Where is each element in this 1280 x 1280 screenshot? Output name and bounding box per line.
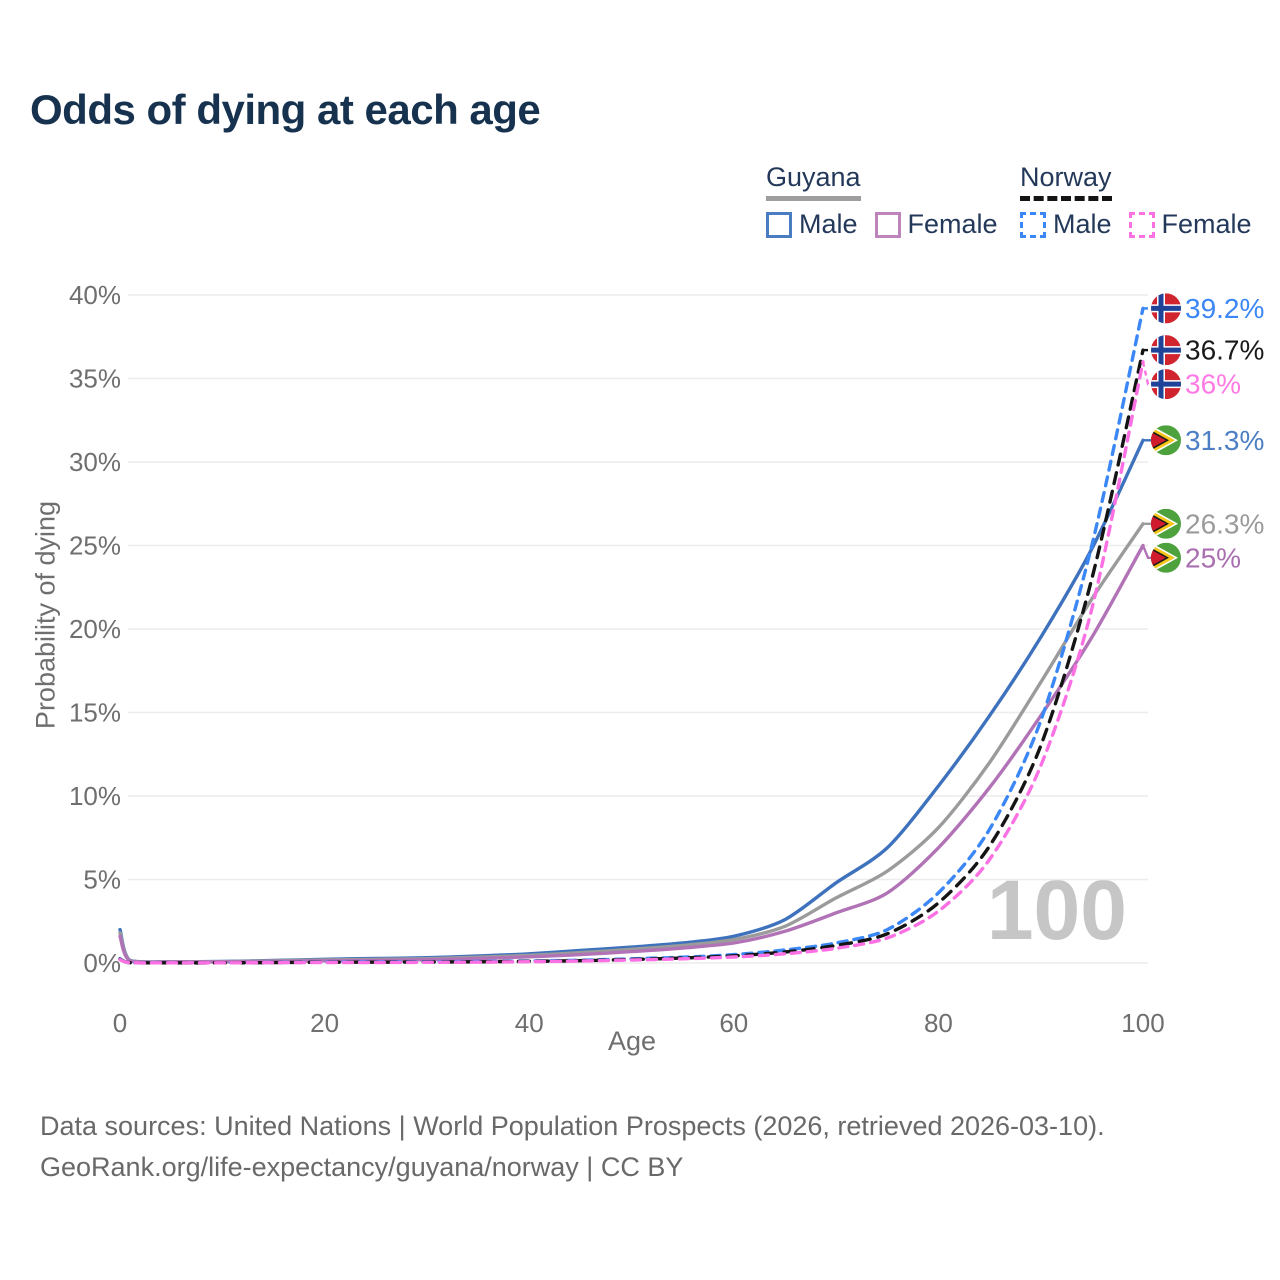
label-connector-guyana-female (1141, 545, 1151, 559)
norway-female-swatch-icon (1128, 211, 1155, 238)
y-tick-label: 35% (69, 364, 121, 394)
legend-item-label: Female (907, 209, 998, 239)
guyana-flag-icon (1151, 542, 1181, 573)
page-title: Odds of dying at each age (30, 86, 541, 133)
series-line-norway-male (118, 306, 1145, 965)
footer: Data sources: United Nations | World Pop… (40, 1106, 1105, 1188)
legend-group-norway: Norway Male Female (1020, 162, 1252, 240)
series-line-guyana-both-sexes (118, 522, 1145, 964)
legend-item-guyana-male[interactable]: Male (766, 209, 858, 240)
legend-item-guyana-female[interactable]: Female (874, 209, 998, 240)
y-tick-label: 40% (69, 280, 121, 310)
y-tick-label: 0% (83, 948, 121, 978)
guyana-female-swatch-icon (874, 211, 901, 238)
y-tick-label: 15% (69, 698, 121, 728)
legend-item-label: Male (799, 209, 858, 239)
x-axis-title: Age (607, 1026, 657, 1056)
norway-flag-icon (1151, 335, 1181, 366)
norway-flag-icon (1151, 293, 1181, 324)
label-connector-norway-female (1141, 361, 1151, 386)
end-value-label-guyana-female: 25% (1185, 542, 1241, 573)
x-tick-label: 40 (515, 1008, 544, 1038)
legend-group-guyana: Guyana Male Female (766, 162, 998, 240)
age-counter-watermark: 100 (986, 863, 1127, 957)
series-line-norway-female (118, 360, 1145, 965)
y-tick-label: 20% (69, 614, 121, 644)
y-tick-label: 30% (69, 447, 121, 477)
x-tick-label: 0 (113, 1008, 127, 1038)
norway-male-swatch-icon (1020, 211, 1046, 238)
y-tick-label: 10% (69, 781, 121, 811)
end-value-label-norway-female: 36% (1185, 369, 1241, 400)
y-tick-label: 25% (69, 531, 121, 561)
series-line-guyana-male (118, 438, 1145, 964)
data-source-line: Data sources: United Nations | World Pop… (40, 1111, 1105, 1141)
norway-flag-icon (1151, 369, 1181, 400)
legend-item-norway-female[interactable]: Female (1128, 209, 1252, 240)
x-tick-label: 60 (719, 1008, 748, 1038)
series-line-norway-both-sexes (118, 348, 1145, 965)
series-line-guyana-female (118, 543, 1145, 964)
end-value-label-norway-both-sexes: 36.7% (1185, 335, 1264, 366)
x-tick-label: 20 (310, 1008, 339, 1038)
guyana-male-swatch-icon (766, 211, 792, 238)
guyana-flag-icon (1151, 425, 1181, 456)
attribution-line: GeoRank.org/life-expectancy/guyana/norwa… (40, 1152, 684, 1182)
y-axis-title: Probability of dying (30, 500, 61, 730)
legend-country-norway[interactable]: Norway (1020, 162, 1112, 201)
x-tick-label: 80 (924, 1008, 953, 1038)
end-value-label-guyana-male: 31.3% (1185, 425, 1264, 456)
end-value-label-guyana-both-sexes: 26.3% (1185, 508, 1264, 539)
legend-item-label: Female (1161, 209, 1252, 239)
y-tick-label: 5% (83, 865, 121, 895)
legend-item-norway-male[interactable]: Male (1020, 209, 1112, 240)
end-value-label-norway-male: 39.2% (1185, 293, 1264, 324)
legend-item-label: Male (1053, 209, 1112, 239)
x-tick-label: 100 (1121, 1008, 1164, 1038)
guyana-flag-icon (1151, 508, 1181, 539)
legend-country-guyana[interactable]: Guyana (766, 162, 861, 201)
